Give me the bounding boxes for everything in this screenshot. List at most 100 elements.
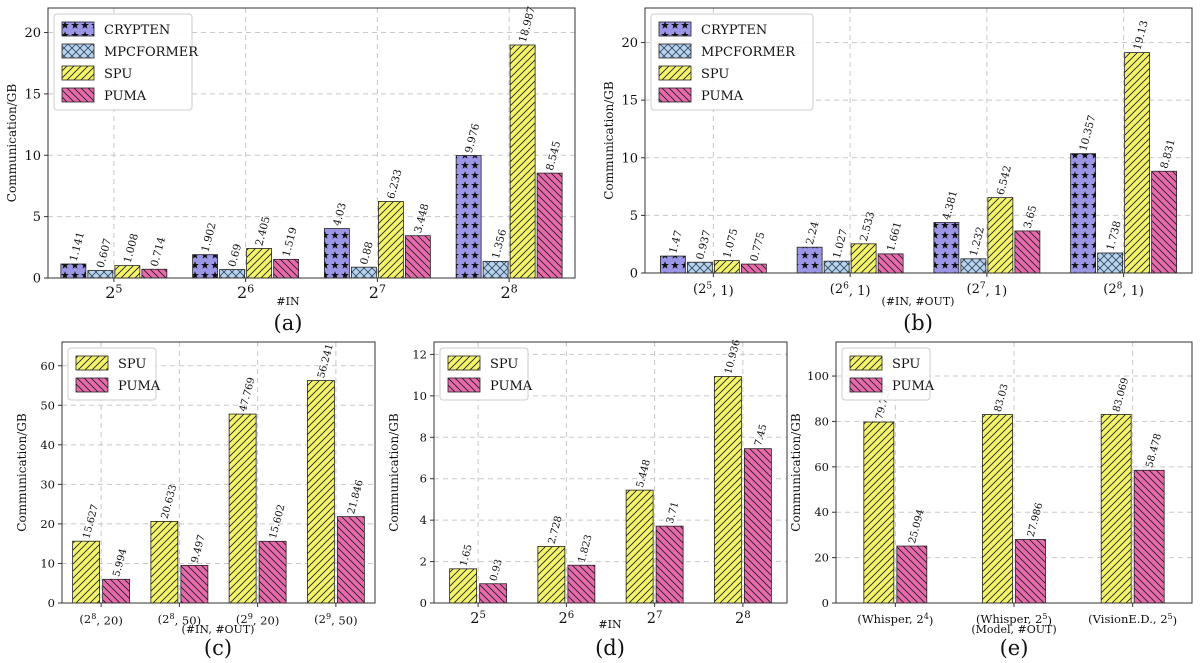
- y-tick-label: 4: [420, 513, 427, 527]
- data-label: 2.24: [804, 220, 822, 246]
- tick-label-part: (: [314, 612, 319, 626]
- tick-label-part: (: [158, 612, 163, 626]
- legend-label: CRYPTEN: [701, 23, 767, 38]
- bar-puma: [141, 268, 168, 279]
- tick-label-part: 2: [916, 612, 923, 626]
- tick-label-part: 2: [559, 611, 568, 627]
- y-tick-label: 5: [630, 209, 638, 224]
- data-label: 6.233: [385, 168, 404, 200]
- tick-label-part: , 1): [849, 284, 871, 299]
- bar-crypten: [455, 155, 482, 279]
- data-label: 47.769: [238, 376, 258, 413]
- tick-label-part: (: [1103, 282, 1108, 297]
- tick-label-part: , 20): [253, 614, 279, 628]
- data-label: 1.661: [885, 220, 904, 252]
- data-label: 1.65: [458, 543, 474, 567]
- data-label: 8.545: [544, 140, 563, 172]
- data-label: 10.357: [1077, 114, 1098, 153]
- data-label: 15.627: [81, 503, 101, 540]
- data-label: 83.03: [993, 383, 1011, 414]
- y-tick-label: 10: [40, 556, 55, 570]
- x-tick-label: (Whisper, 25): [976, 612, 1052, 628]
- bar-spu: [449, 568, 478, 604]
- tick-label-part: 2: [84, 612, 91, 626]
- bar-mpcformer: [823, 260, 850, 274]
- tick-label-exponent: 5: [1042, 612, 1047, 621]
- tick-label-part: 2: [369, 283, 379, 302]
- data-label: 3.65: [1022, 204, 1040, 230]
- legend-label: PUMA: [118, 379, 161, 394]
- data-label: 25.094: [907, 508, 927, 545]
- legend: SPU PUMA: [439, 347, 533, 401]
- tick-label-exponent: 8: [744, 610, 750, 621]
- y-tick-label: 5: [33, 210, 41, 225]
- tick-label-part: 2: [237, 283, 247, 302]
- tick-label-exponent: 5: [1168, 612, 1173, 621]
- subfigure-caption: (c): [204, 636, 232, 660]
- data-label: 58.478: [1144, 432, 1164, 469]
- legend-swatch-puma: [61, 87, 95, 103]
- tick-label-exponent: 7: [980, 281, 986, 291]
- data-label: 21.846: [346, 479, 366, 516]
- y-tick-label: 20: [621, 36, 638, 51]
- tick-label-part: (: [830, 282, 835, 297]
- bar-puma: [896, 545, 928, 604]
- x-tick-label: 26: [237, 282, 254, 302]
- data-label: 2.533: [858, 210, 877, 242]
- y-tick-label: 10: [24, 149, 41, 164]
- data-label: 4.381: [941, 189, 960, 221]
- bar-puma: [740, 263, 767, 274]
- legend-label: MPCFORMER: [701, 45, 796, 60]
- x-tick-label: 28: [500, 282, 517, 302]
- tick-label-part: 2: [698, 282, 706, 297]
- y-axis-label: Communication/GB: [602, 81, 616, 200]
- bar-crypten: [60, 263, 87, 279]
- tick-label-part: 2: [319, 612, 326, 626]
- bar-spu: [509, 44, 536, 279]
- plot-frame: [61, 341, 376, 604]
- x-tick-label: (26, 1): [830, 281, 871, 299]
- y-tick-label: 40: [814, 505, 829, 519]
- bar-mpcformer: [482, 260, 509, 279]
- y-tick-label: 20: [40, 517, 55, 531]
- bar-spu: [1124, 52, 1151, 274]
- bar-puma: [536, 172, 563, 279]
- bar-puma: [479, 583, 508, 604]
- tick-label-part: , 1): [1122, 284, 1144, 299]
- tick-label-part: 2: [972, 282, 980, 297]
- bar-spu: [713, 376, 742, 604]
- tick-label-part: (VisionE.D.,: [1088, 612, 1160, 626]
- plot-frame: [644, 7, 1193, 274]
- y-axis-label: Communication/GB: [789, 413, 803, 532]
- legend-label: SPU: [892, 357, 920, 372]
- chart-d: 1.652.7285.44810.9360.931.8233.717.45024…: [387, 339, 788, 660]
- x-axis-label: #IN: [598, 618, 622, 631]
- tick-label-exponent: 6: [843, 281, 849, 291]
- data-label: 0.69: [226, 243, 244, 269]
- bar-crypten: [192, 254, 219, 279]
- data-label: 1.075: [721, 227, 740, 259]
- x-tick-label: 26: [559, 610, 575, 627]
- data-label: 1.356: [490, 228, 509, 260]
- y-tick-label: 40: [40, 438, 55, 452]
- subfigure-caption: (e): [1000, 636, 1029, 660]
- y-tick-label: 0: [33, 272, 41, 287]
- data-label: 1.232: [968, 225, 987, 257]
- bar-spu: [1100, 414, 1132, 604]
- bar-spu: [982, 414, 1013, 604]
- data-label: 7.45: [753, 423, 769, 447]
- bar-mpcformer: [87, 270, 114, 279]
- x-tick-label: 25: [470, 610, 486, 627]
- y-tick-label: 0: [48, 596, 55, 610]
- x-tick-label: (27, 1): [966, 281, 1007, 299]
- tick-label-exponent: 8: [1117, 281, 1123, 291]
- tick-label-exponent: 7: [379, 282, 386, 295]
- data-label: 0.607: [95, 237, 114, 269]
- data-label: 0.714: [149, 236, 168, 268]
- data-label: 56.241: [316, 343, 336, 380]
- bar-spu: [228, 413, 257, 604]
- bar-spu: [537, 546, 566, 604]
- bar-mpcformer: [686, 261, 713, 274]
- legend-box: [650, 13, 814, 111]
- y-tick-label: 10: [412, 389, 427, 403]
